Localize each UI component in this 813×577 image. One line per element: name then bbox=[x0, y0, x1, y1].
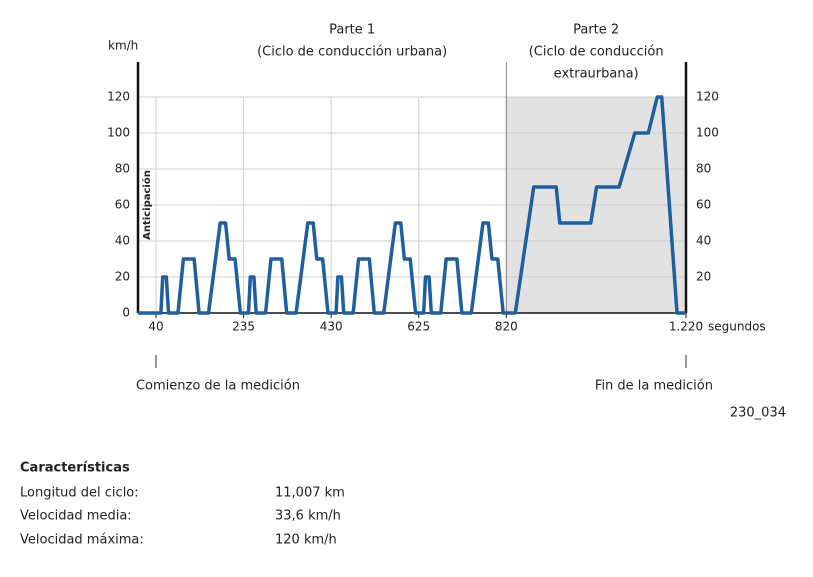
y2-tick-label: 20 bbox=[696, 270, 711, 284]
y2-tick-label: 80 bbox=[696, 162, 711, 176]
end-label: Fin de la medición bbox=[595, 379, 713, 394]
x-axis-label: segundos bbox=[708, 320, 766, 334]
row-label: Velocidad máxima: bbox=[20, 533, 144, 548]
y-tick-label: 60 bbox=[115, 198, 130, 212]
y-tick-label: 40 bbox=[115, 234, 130, 248]
x-tick-label: 820 bbox=[495, 320, 518, 334]
x-tick-label: 625 bbox=[407, 320, 430, 334]
row-label: Velocidad media: bbox=[20, 509, 132, 524]
y-tick-label: 20 bbox=[115, 270, 130, 284]
part-title: extraurbana) bbox=[554, 67, 639, 82]
y-tick-label: 80 bbox=[115, 162, 130, 176]
row-value: 120 km/h bbox=[275, 533, 337, 548]
x-tick-label: 1.220 bbox=[669, 320, 703, 334]
y2-tick-label: 40 bbox=[696, 234, 711, 248]
start-label: Comienzo de la medición bbox=[136, 379, 300, 394]
part-title: (Ciclo de conducción bbox=[529, 45, 664, 60]
row-label: Longitud del ciclo: bbox=[20, 486, 139, 501]
y2-tick-label: 120 bbox=[696, 90, 719, 104]
y-tick-label: 100 bbox=[107, 126, 130, 140]
row-value: 11,007 km bbox=[275, 486, 345, 501]
y2-tick-label: 60 bbox=[696, 198, 711, 212]
y-tick-label: 0 bbox=[122, 306, 130, 320]
anticipation-label: Anticipación bbox=[141, 170, 153, 240]
y-axis-label: km/h bbox=[108, 39, 138, 53]
y2-tick-label: 100 bbox=[696, 126, 719, 140]
part-title: Parte 2 bbox=[573, 23, 619, 38]
y-tick-label: 120 bbox=[107, 90, 130, 104]
part-title: (Ciclo de conducción urbana) bbox=[257, 45, 447, 60]
part-title: Parte 1 bbox=[329, 23, 375, 38]
x-tick-label: 430 bbox=[320, 320, 343, 334]
row-value: 33,6 km/h bbox=[275, 509, 341, 524]
characteristics-title: Características bbox=[20, 461, 130, 476]
x-tick-label: 40 bbox=[148, 320, 163, 334]
figure-id: 230_034 bbox=[730, 406, 786, 421]
speed-line bbox=[138, 95, 686, 315]
x-tick-label: 235 bbox=[232, 320, 255, 334]
